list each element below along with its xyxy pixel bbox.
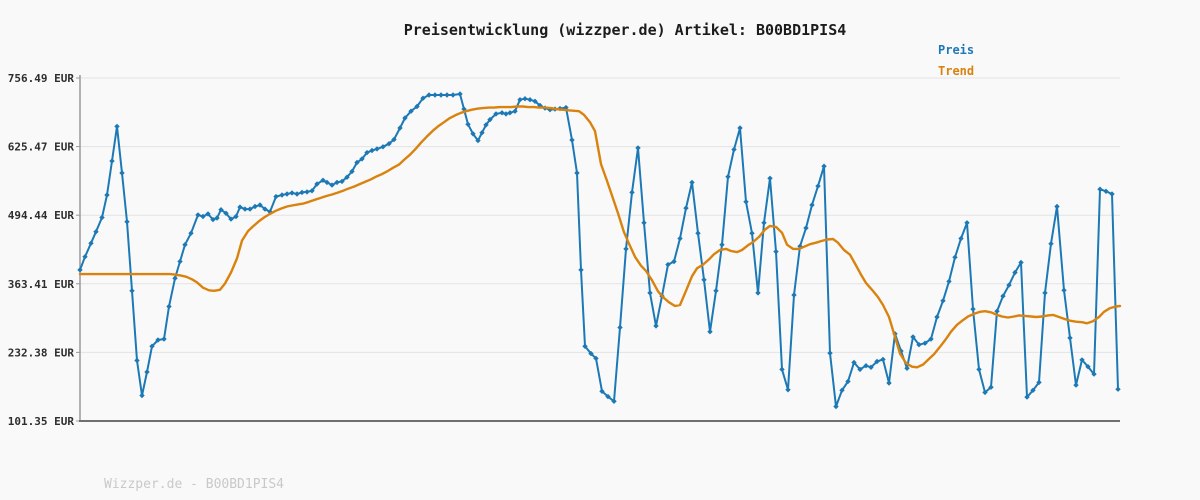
legend-item-trend: Trend [938, 64, 975, 78]
y-axis-tick-label: 101.35 EUR [8, 415, 75, 428]
y-axis-tick-label: 756.49 EUR [8, 72, 75, 85]
series-markers-preis [77, 91, 1121, 410]
y-axis-tick-label: 363.41 EUR [8, 278, 75, 291]
series-line-preis [79, 93, 1119, 408]
watermark-text: Wizzper.de - B00BD1PIS4 [104, 477, 285, 492]
chart-title: Preisentwicklung (wizzper.de) Artikel: B… [403, 21, 847, 39]
series-line-trend [78, 105, 1122, 369]
y-axis-tick-label: 232.38 EUR [8, 346, 75, 359]
y-axis-tick-label: 625.47 EUR [8, 141, 75, 154]
y-axis-tick-label: 494.44 EUR [8, 209, 75, 222]
legend-item-preis: Preis [938, 43, 975, 57]
chart-legend: Preis Trend [938, 40, 974, 82]
